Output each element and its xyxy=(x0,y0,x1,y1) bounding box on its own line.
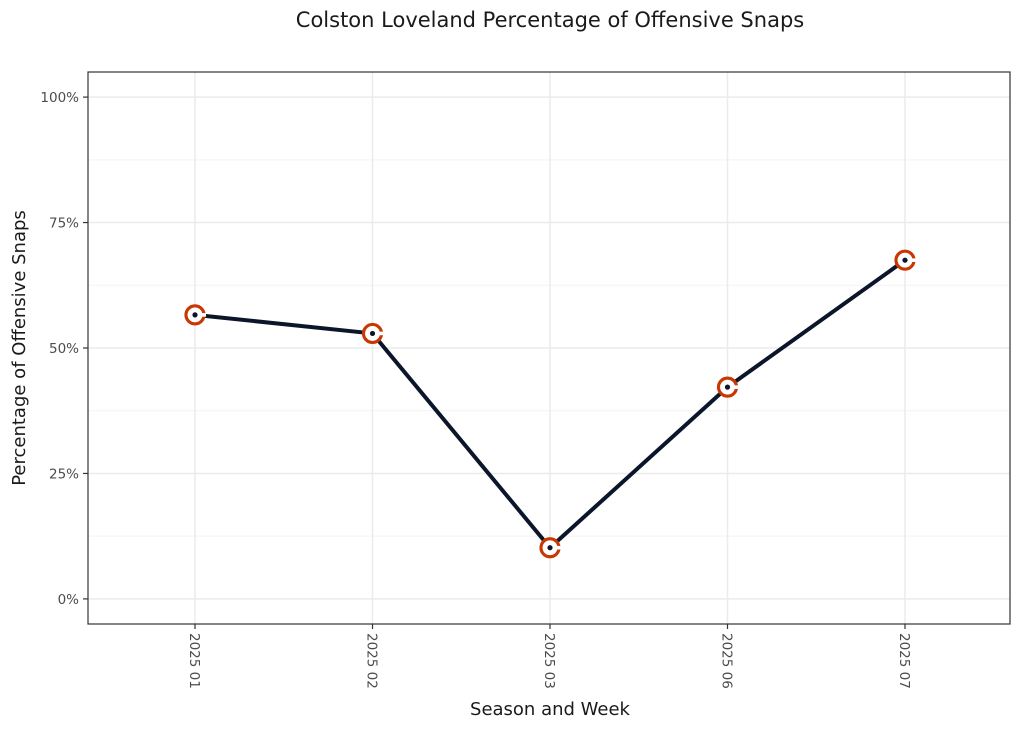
y-axis-title: Percentage of Offensive Snaps xyxy=(9,210,30,486)
data-point xyxy=(192,312,198,318)
data-point-team-logo xyxy=(361,322,384,345)
team-logo-gap xyxy=(731,385,739,389)
team-logo-gap xyxy=(199,313,206,317)
y-tick-label: 50% xyxy=(49,341,79,357)
x-tick-label: 2025 03 xyxy=(541,633,557,689)
team-logo-gap xyxy=(909,258,916,262)
y-tick-label: 0% xyxy=(58,592,80,608)
y-tick-label: 100% xyxy=(40,90,79,106)
data-point xyxy=(724,384,731,390)
x-axis-title: Season and Week xyxy=(470,699,631,720)
y-tick-label: 75% xyxy=(49,216,79,232)
x-tick-label: 2025 07 xyxy=(896,633,912,689)
data-point-team-logo xyxy=(894,249,916,271)
x-tick-label: 2025 01 xyxy=(186,633,202,689)
x-tick-label: 2025 02 xyxy=(364,633,380,689)
data-point-team-logo xyxy=(539,537,561,559)
data-point-team-logo xyxy=(716,376,739,398)
team-logo-gap xyxy=(554,545,561,550)
axes: 0% 25% 50% 75% 100% 2025 01 2025 02 2025 03 2025… xyxy=(40,90,912,689)
x-tick-label: 2025 06 xyxy=(719,633,735,689)
grid xyxy=(88,72,1010,624)
data-point-team-logo xyxy=(184,304,206,326)
data-point xyxy=(902,257,908,263)
series-layer xyxy=(184,249,916,559)
data-point xyxy=(369,330,376,337)
chart-title: Colston Loveland Percentage of Offensive… xyxy=(296,8,804,32)
y-tick-label: 25% xyxy=(49,466,79,482)
data-point xyxy=(547,545,553,551)
team-logo-gap xyxy=(376,331,384,336)
